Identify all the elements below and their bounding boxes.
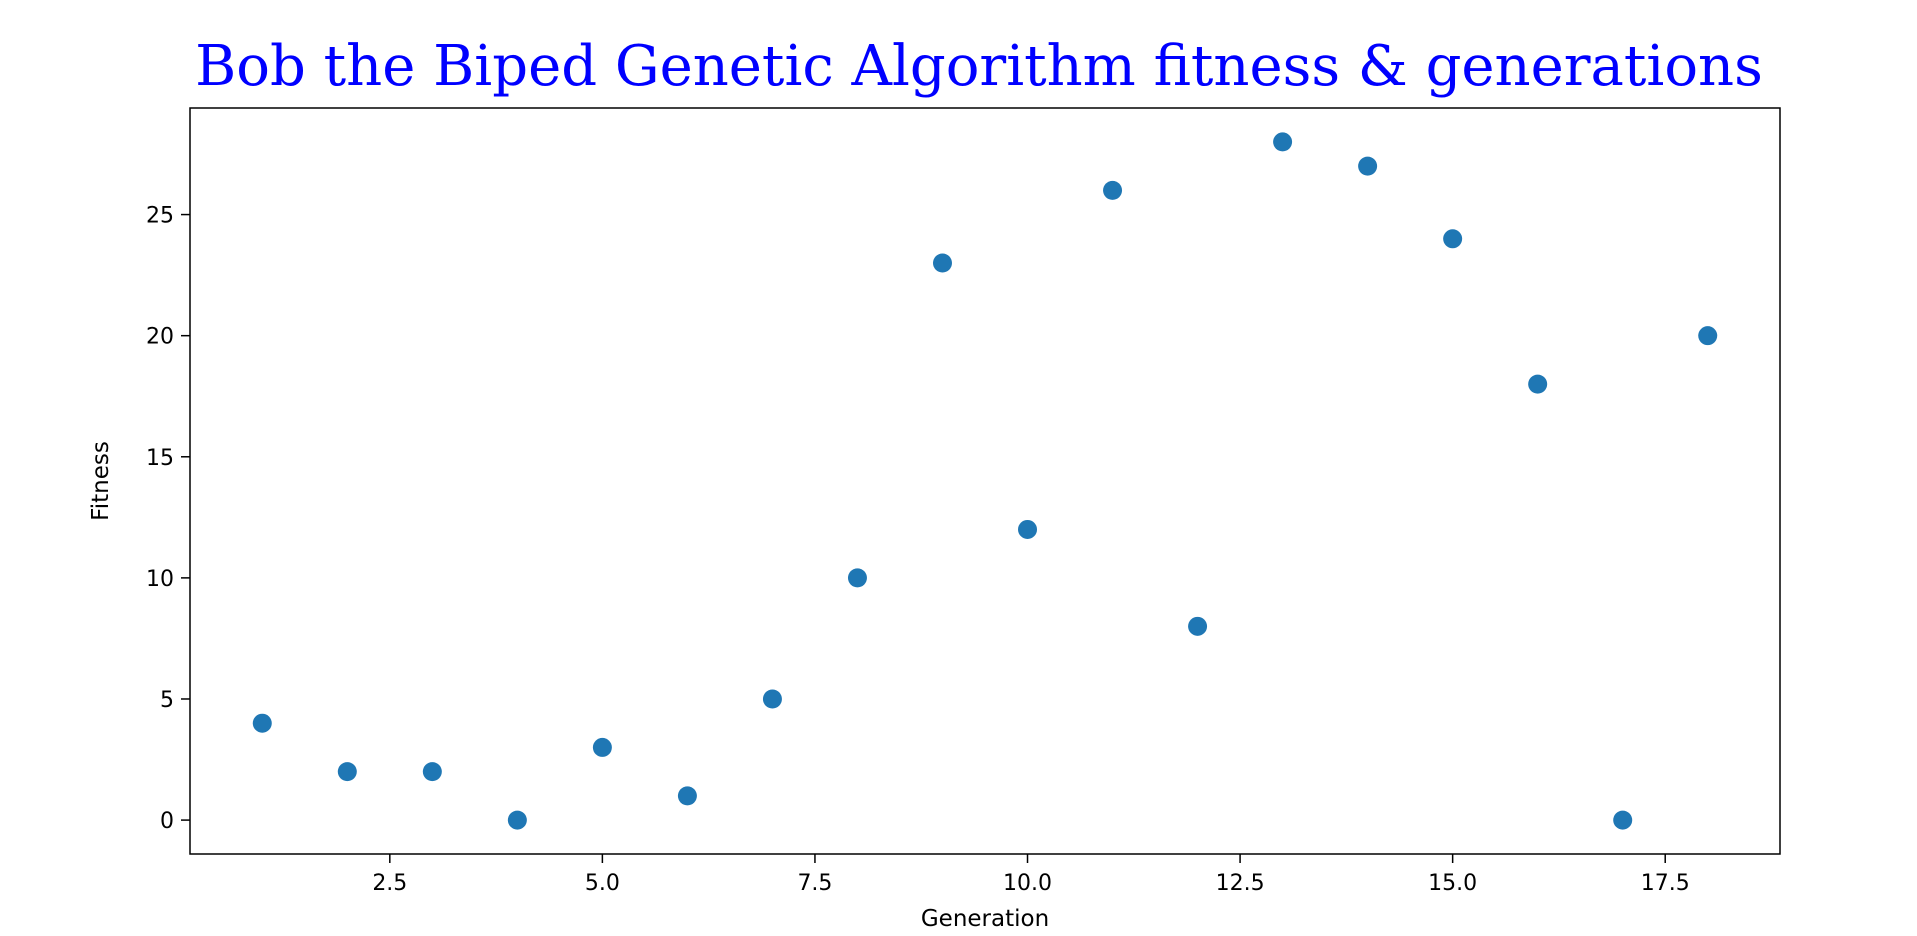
scatter-point [847, 568, 867, 588]
y-tick-label: 20 [146, 325, 174, 350]
x-tick-label: 17.5 [1641, 871, 1690, 896]
x-axis-label: Generation [921, 906, 1049, 932]
scatter-point [1443, 229, 1463, 249]
y-axis-label: Fitness [88, 441, 114, 521]
scatter-point [1698, 326, 1718, 346]
x-tick-label: 2.5 [372, 871, 407, 896]
y-tick-label: 0 [160, 809, 174, 834]
scatter-point [507, 810, 527, 830]
scatter-point [422, 762, 442, 782]
x-tick-label: 15.0 [1428, 871, 1477, 896]
scatter-point [252, 713, 272, 733]
y-tick-label: 10 [146, 567, 174, 592]
x-tick-label: 12.5 [1216, 871, 1265, 896]
scatter-point [762, 689, 782, 709]
x-tick-label: 7.5 [797, 871, 832, 896]
chart-title: Bob the Biped Genetic Algorithm fitness … [195, 34, 1763, 99]
y-tick-label: 5 [160, 688, 174, 713]
x-axis-ticks: 2.5 5.0 7.5 10.0 12.5 15.0 17.5 [372, 854, 1690, 896]
data-points [252, 132, 1718, 830]
x-tick-label: 5.0 [585, 871, 620, 896]
x-tick-label: 10.0 [1003, 871, 1052, 896]
scatter-point [1103, 180, 1123, 200]
plot-area-frame [189, 107, 1781, 855]
scatter-point [932, 253, 952, 273]
y-tick-label: 15 [146, 446, 174, 471]
scatter-point [1613, 810, 1633, 830]
scatter-point [1018, 519, 1038, 539]
scatter-point [337, 762, 357, 782]
scatter-point [1188, 616, 1208, 636]
scatter-point [1273, 132, 1293, 152]
scatter-point [592, 737, 612, 757]
y-tick-label: 25 [146, 204, 174, 229]
scatter-point [1528, 374, 1548, 394]
scatter-point [1358, 156, 1378, 176]
y-axis-ticks: 0 5 10 15 20 25 [146, 204, 190, 834]
scatter-point [677, 786, 697, 806]
